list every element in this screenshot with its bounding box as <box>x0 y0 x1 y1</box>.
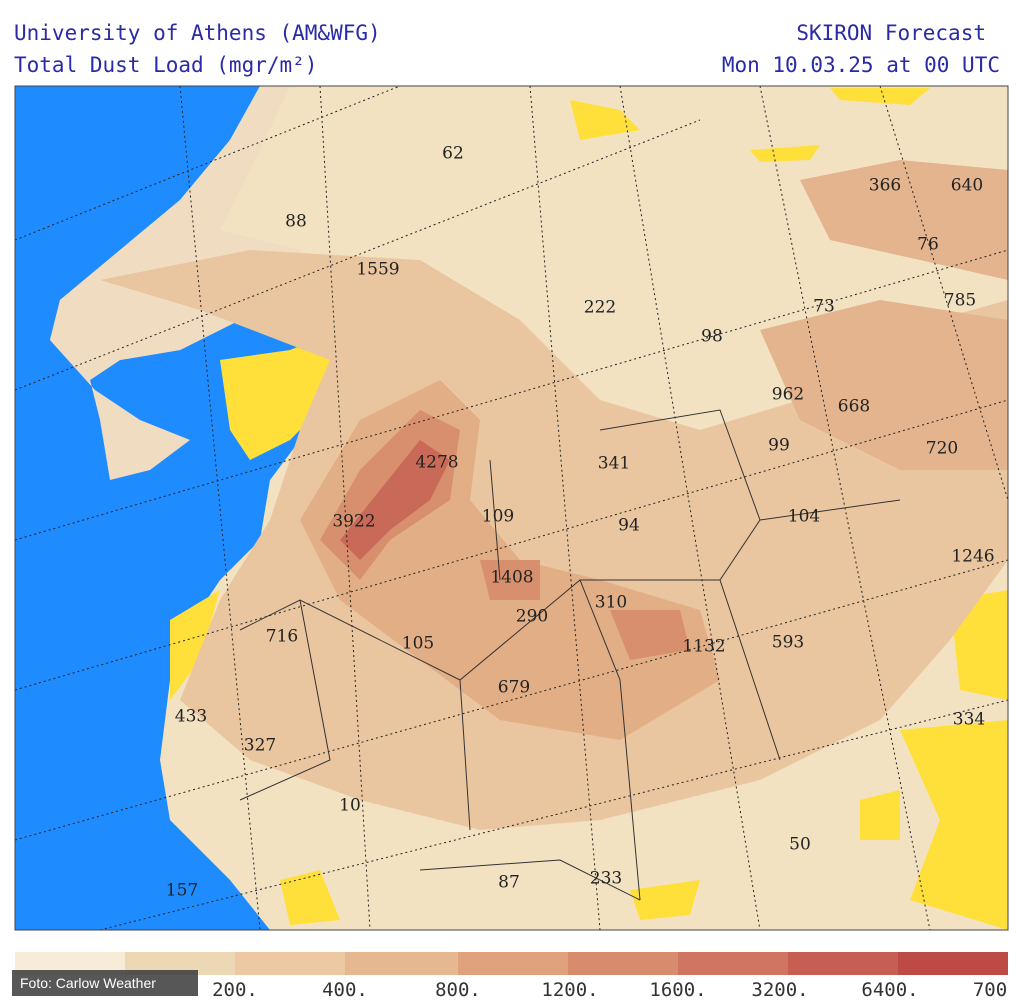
dust-value-label: 109 <box>482 507 514 527</box>
dust-value-label: 668 <box>838 397 870 417</box>
credit-box <box>12 970 198 996</box>
dust-value-label: 99 <box>768 436 790 456</box>
dust-value-label: 4278 <box>415 453 458 473</box>
header-left-1: University of Athens (AM&WFG) <box>14 21 381 45</box>
dust-200 <box>100 250 1008 830</box>
dust-value-label: 327 <box>244 736 276 756</box>
colorbar-swatch <box>15 952 125 975</box>
colorbar <box>15 952 1008 975</box>
dust-value-label: 105 <box>402 634 434 654</box>
map-frame <box>14 85 1009 931</box>
dust-value-label: 87 <box>498 873 520 893</box>
colorbar-labels: 200. 400. 800. 1200. 1600. 3200. 6400. 700 <box>212 979 1007 1000</box>
dust-value-label: 433 <box>175 707 207 727</box>
header-right-1: SKIRON Forecast <box>796 21 986 45</box>
dust-value-label: 157 <box>166 881 198 901</box>
dust-value-label: 640 <box>951 176 983 196</box>
dust-value-label: 3922 <box>332 512 375 532</box>
ocean <box>15 86 410 930</box>
dust-value-label: 62 <box>442 144 464 164</box>
colorbar-label: 6400. <box>861 979 918 1000</box>
dust-value-label: 1132 <box>682 637 725 657</box>
colorbar-swatch <box>125 952 235 975</box>
map: 62 88 1559 366 640 76 785 73 98 222 962 668 99 720 427… <box>15 86 1008 930</box>
colorbar-swatch <box>898 952 1008 975</box>
dust-value-label: 716 <box>266 627 298 647</box>
colorbar-swatch <box>788 952 898 975</box>
dust-value-label: 104 <box>788 507 820 527</box>
dust-value-label: 290 <box>516 607 548 627</box>
colorbar-label: 1600. <box>649 979 706 1000</box>
dust-value-label: 73 <box>813 297 835 317</box>
header-left-2: Total Dust Load (mgr/m²) <box>14 53 317 77</box>
colorbar-swatch <box>458 952 568 975</box>
dust-value-label: 310 <box>595 593 627 613</box>
dust-value-label: 679 <box>498 678 530 698</box>
header-right-2: Mon 10.03.25 at 00 UTC <box>722 53 1000 77</box>
dust-1600 <box>340 440 450 560</box>
dust-value-label: 366 <box>869 176 901 196</box>
dust-value-label: 720 <box>926 439 958 459</box>
colorbar-label: 800. <box>435 979 481 1000</box>
graticule <box>15 86 1008 930</box>
dust-value-label: 1559 <box>356 260 399 280</box>
colorbar-label: 200. <box>212 979 258 1000</box>
colorbar-label: 700 <box>973 979 1007 1000</box>
colorbar-swatch <box>568 952 678 975</box>
colorbar-label: 1200. <box>541 979 598 1000</box>
colorbar-swatch <box>678 952 788 975</box>
colorbar-label: 3200. <box>751 979 808 1000</box>
dust-value-label: 593 <box>772 633 804 653</box>
dust-value-label: 222 <box>584 298 616 318</box>
dust-value-label: 88 <box>285 212 307 232</box>
map-labels: 62 88 1559 366 640 76 785 73 98 222 962 668 99 720 427… <box>166 144 995 901</box>
dust-value-label: 76 <box>917 235 939 255</box>
colorbar-swatch <box>345 952 458 975</box>
dust-value-label: 334 <box>953 710 985 730</box>
dust-value-label: 341 <box>598 454 630 474</box>
dust-value-label: 1246 <box>951 547 994 567</box>
dust-value-label: 962 <box>772 385 804 405</box>
dust-value-label: 10 <box>339 796 361 816</box>
dust-value-label: 94 <box>618 516 640 536</box>
dust-value-label: 785 <box>944 291 976 311</box>
dust-value-label: 1408 <box>490 568 533 588</box>
dust-value-label: 50 <box>789 835 811 855</box>
colorbar-label: 400. <box>322 979 368 1000</box>
photo-credit: Foto: Carlow Weather <box>20 975 156 991</box>
dust-value-label: 98 <box>701 327 723 347</box>
dust-value-label: 233 <box>590 869 622 889</box>
dust-400-east <box>760 160 1008 470</box>
colorbar-swatch <box>235 952 345 975</box>
borders <box>239 409 901 901</box>
